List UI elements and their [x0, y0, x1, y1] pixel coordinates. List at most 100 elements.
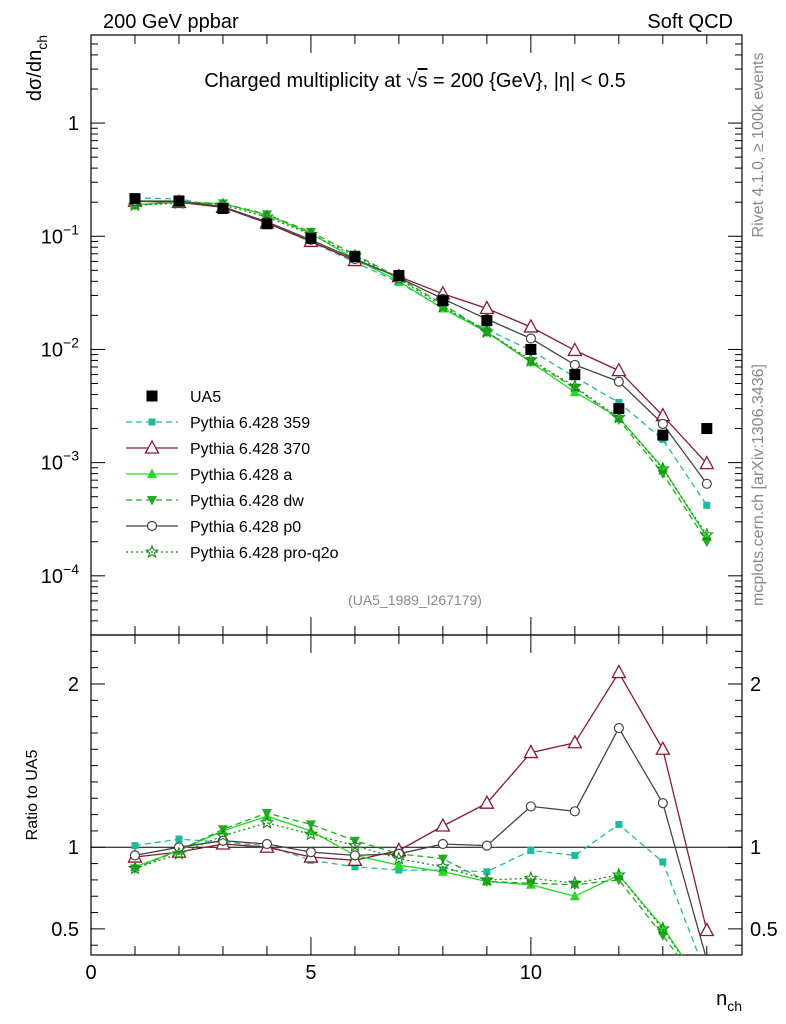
data-point-ua5 — [437, 295, 449, 307]
data-point-pythia-6-428-370 — [699, 455, 715, 470]
ratio-point-pythia-6-428-p0 — [481, 840, 492, 851]
series-line-pythia-6-428-359 — [134, 197, 708, 506]
ratio-x-tick-labels: 0 5 10 — [85, 962, 542, 984]
x-axis-label: nch — [716, 988, 742, 1014]
data-point-ua5 — [305, 232, 317, 244]
legend-entry-pythia-6-428-pro-q2o: Pythia 6.428 pro-q2o — [126, 544, 339, 562]
ratio-y-tick-label-left: 2 — [68, 674, 79, 696]
legend-entry-ua5: UA5 — [146, 389, 221, 406]
ratio-series-pythia-6-428-359 — [131, 820, 700, 955]
main-y-axis-label: dσ/dnch — [24, 35, 50, 101]
ratio-point-pythia-6-428-370 — [523, 744, 539, 759]
ratio-line-pythia-6-428-359 — [134, 823, 700, 955]
ratio-point-pythia-6-428-359 — [527, 847, 535, 855]
data-point-ua5 — [569, 369, 581, 381]
data-point-pythia-6-428-370 — [479, 300, 495, 315]
ratio-frame — [90, 634, 743, 956]
main-series-group — [127, 192, 715, 548]
data-point-pythia-6-428-370 — [567, 342, 583, 357]
ratio-point-pythia-6-428-p0 — [525, 801, 536, 812]
ratio-line-pythia-6-428-370 — [134, 671, 708, 931]
ratio-point-pythia-6-428-pro-q2o — [171, 846, 187, 860]
ratio-line-pythia-6-428-dw — [134, 812, 679, 955]
main-y-tick-label: 10−4 — [41, 561, 79, 588]
ratio-y-tick-labels: 0.5 0.5 1 1 2 2 — [51, 674, 778, 941]
ratio-point-pythia-6-428-pro-q2o — [611, 867, 626, 882]
x-tick-label: 0 — [85, 962, 96, 984]
ratio-y-tick-label-right: 1 — [750, 837, 761, 859]
ratio-point-pythia-6-428-pro-q2o — [347, 838, 363, 852]
ratio-y-tick-label-right: 0.5 — [750, 919, 778, 941]
main-title: Charged multiplicity at √s = 200 {GeV}, … — [204, 70, 626, 92]
series-line-pythia-6-428-dw — [134, 201, 708, 543]
ratio-point-pythia-6-428-dw — [613, 875, 624, 886]
legend-entry-pythia-6-428-359: Pythia 6.428 359 — [126, 415, 310, 432]
main-y-tick-label: 10−2 — [41, 334, 79, 361]
data-point-pythia-6-428-p0 — [657, 418, 668, 429]
series-line-pythia-6-428-pro-q2o — [134, 202, 708, 536]
ratio-point-pythia-6-428-a — [569, 890, 580, 901]
legend-entry-pythia-6-428-a: Pythia 6.428 a — [126, 467, 292, 484]
legend-entry-pythia-6-428-dw: Pythia 6.428 dw — [126, 493, 304, 510]
ratio-point-pythia-6-428-pro-q2o — [303, 826, 319, 841]
ratio-point-pythia-6-428-370 — [435, 817, 451, 832]
ratio-y-tick-label-left: 1 — [68, 837, 79, 859]
ratio-point-pythia-6-428-p0 — [217, 835, 229, 846]
legend-marker-pythia-6-428-370 — [144, 439, 160, 454]
ratio-point-pythia-6-428-359 — [395, 866, 403, 874]
ratio-point-pythia-6-428-dw — [261, 808, 272, 819]
ratio-point-pythia-6-428-p0 — [569, 806, 580, 817]
ratio-series-pythia-6-428-dw — [129, 808, 679, 955]
analysis-watermark: (UA5_1989_I267179) — [348, 592, 482, 608]
series-line-pythia-6-428-370 — [134, 200, 708, 465]
data-point-pythia-6-428-dw — [261, 210, 272, 220]
ratio-point-pythia-6-428-pro-q2o — [127, 860, 143, 875]
legend-label-pythia-6-428-a: Pythia 6.428 a — [190, 467, 292, 484]
main-y-tick-labels: 10−4 10−3 10−2 10−1 1 — [41, 113, 79, 588]
legend-label-pythia-6-428-359: Pythia 6.428 359 — [190, 415, 310, 432]
ratio-point-pythia-6-428-359 — [659, 858, 667, 866]
ratio-point-pythia-6-428-pro-q2o — [435, 859, 451, 873]
ratio-point-pythia-6-428-370 — [479, 794, 495, 809]
data-point-ua5 — [525, 343, 537, 355]
series-pythia-6-428-359 — [131, 194, 711, 509]
data-point-pythia-6-428-359 — [703, 501, 711, 509]
header-right: Soft QCD — [647, 11, 733, 33]
legend-label-pythia-6-428-370: Pythia 6.428 370 — [190, 441, 310, 458]
ratio-point-pythia-6-428-dw — [305, 820, 316, 830]
legend-entry-pythia-6-428-p0: Pythia 6.428 p0 — [126, 519, 301, 536]
legend-marker-pythia-6-428-pro-q2o — [144, 544, 160, 559]
ratio-x-ticks — [90, 635, 708, 955]
legend-marker-ua5 — [146, 390, 158, 402]
data-point-ua5 — [173, 195, 185, 207]
ratio-point-pythia-6-428-p0 — [349, 850, 361, 861]
ratio-point-pythia-6-428-370 — [611, 664, 627, 679]
data-point-pythia-6-428-370 — [611, 362, 627, 377]
x-tick-label: 5 — [305, 962, 316, 984]
ratio-series-pythia-6-428-370 — [127, 664, 715, 937]
main-x-ticks — [90, 35, 708, 635]
ratio-line-pythia-6-428-pro-q2o — [134, 822, 682, 955]
ratio-point-pythia-6-428-p0 — [261, 838, 273, 850]
series-pythia-6-428-pro-q2o — [127, 195, 714, 541]
data-point-pythia-6-428-dw — [569, 383, 580, 394]
legend-entry-pythia-6-428-370: Pythia 6.428 370 — [126, 439, 310, 458]
ratio-y-tick-label-right: 2 — [750, 674, 761, 696]
ratio-line-pythia-6-428-p0 — [134, 726, 707, 955]
ratio-point-pythia-6-428-p0 — [613, 722, 624, 734]
data-point-ua5 — [657, 429, 669, 441]
data-point-pythia-6-428-dw — [701, 537, 712, 548]
data-point-pythia-6-428-pro-q2o — [611, 410, 626, 424]
main-y-ticks — [91, 34, 742, 636]
data-point-ua5 — [349, 251, 361, 263]
ratio-point-pythia-6-428-dw — [525, 879, 536, 889]
ratio-point-pythia-6-428-a — [657, 921, 668, 932]
data-point-ua5 — [613, 403, 625, 415]
ratio-panel: Ratio to UA5 nch 0.5 0.5 1 1 2 2 0 5 10 — [24, 634, 778, 1014]
ratio-series-pythia-6-428-pro-q2o — [127, 815, 682, 955]
data-point-pythia-6-428-p0 — [701, 478, 712, 489]
ratio-line-pythia-6-428-a — [134, 815, 683, 955]
ratio-point-pythia-6-428-a — [437, 866, 448, 876]
ratio-point-pythia-6-428-p0 — [305, 847, 317, 858]
ratio-point-pythia-6-428-359 — [131, 842, 139, 850]
